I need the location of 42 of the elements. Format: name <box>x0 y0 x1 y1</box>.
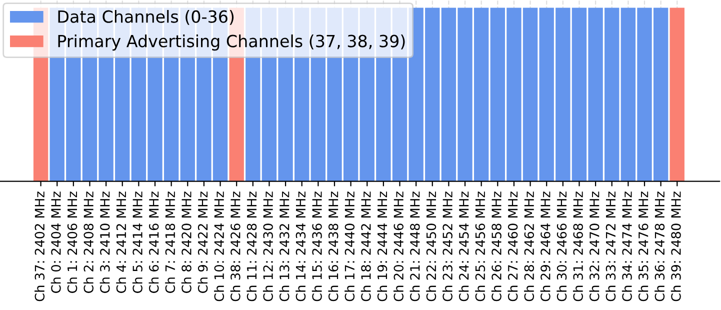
x-tick-label: Ch 30: 2466 MHz <box>556 192 567 302</box>
x-tick-label: Ch 13: 2432 MHz <box>279 192 290 302</box>
x-tick-label: Ch 15: 2436 MHz <box>312 192 322 302</box>
x-tick-label: Ch 8: 2420 MHz <box>181 192 192 293</box>
x-tick-label: Ch 36: 2478 MHz <box>654 192 665 302</box>
x-tick-label: Ch 5: 2414 MHz <box>132 192 142 293</box>
legend-label: Primary Advertising Channels (37, 38, 39) <box>58 34 405 51</box>
x-tick-label: Ch 22: 2450 MHz <box>426 192 436 302</box>
x-tick-label: Ch 23: 2452 MHz <box>442 192 452 302</box>
x-tick-label: Ch 14: 2434 MHz <box>296 192 306 302</box>
x-tick-label: Ch 9: 2422 MHz <box>198 192 208 293</box>
x-tick-label: Ch 29: 2464 MHz <box>540 192 550 302</box>
x-tick-label: Ch 25: 2456 MHz <box>475 192 486 302</box>
x-tick-label: Ch 38: 2426 MHz <box>230 192 240 302</box>
x-tick-label: Ch 3: 2410 MHz <box>100 192 110 293</box>
x-tick-label: Ch 21: 2448 MHz <box>410 192 420 302</box>
x-tick-label: Ch 17: 2440 MHz <box>344 192 355 302</box>
x-tick-label: Ch 19: 2444 MHz <box>377 192 388 302</box>
x-tick-label: Ch 32: 2470 MHz <box>589 192 600 302</box>
x-tick-label: Ch 31: 2468 MHz <box>572 192 583 302</box>
x-tick-label: Ch 27: 2460 MHz <box>508 192 518 302</box>
legend-label: Data Channels (0-36) <box>58 10 234 25</box>
x-tick-label: Ch 2: 2408 MHz <box>83 192 94 293</box>
x-tick-label: Ch 11: 2428 MHz <box>246 192 257 302</box>
x-tick-label: Ch 7: 2418 MHz <box>165 192 176 293</box>
x-tick-label: Ch 34: 2474 MHz <box>622 192 632 302</box>
x-tick-label: Ch 20: 2446 MHz <box>394 192 404 302</box>
x-tick-label: Ch 1: 2406 MHz <box>67 192 78 293</box>
x-tick-label: Ch 0: 2404 MHz <box>50 192 61 293</box>
x-tick-label: Ch 6: 2416 MHz <box>148 192 159 293</box>
x-tick-label: Ch 16: 2438 MHz <box>328 192 338 302</box>
x-tick-label: Ch 10: 2424 MHz <box>214 192 224 302</box>
x-tick-label: Ch 37: 2402 MHz <box>34 192 45 302</box>
x-tick-label: Ch 26: 2458 MHz <box>491 192 502 302</box>
x-tick-label: Ch 12: 2430 MHz <box>262 192 273 302</box>
x-tick-label: Ch 4: 2412 MHz <box>116 192 126 293</box>
x-tick-label: Ch 28: 2462 MHz <box>524 192 534 302</box>
x-tick-label: Ch 18: 2442 MHz <box>360 192 371 302</box>
x-tick-label: Ch 33: 2472 MHz <box>606 192 616 302</box>
x-tick-label: Ch 24: 2454 MHz <box>458 192 469 302</box>
x-tick-label: Ch 39: 2480 MHz <box>670 192 681 302</box>
x-tick-label: Ch 35: 2476 MHz <box>638 192 648 302</box>
